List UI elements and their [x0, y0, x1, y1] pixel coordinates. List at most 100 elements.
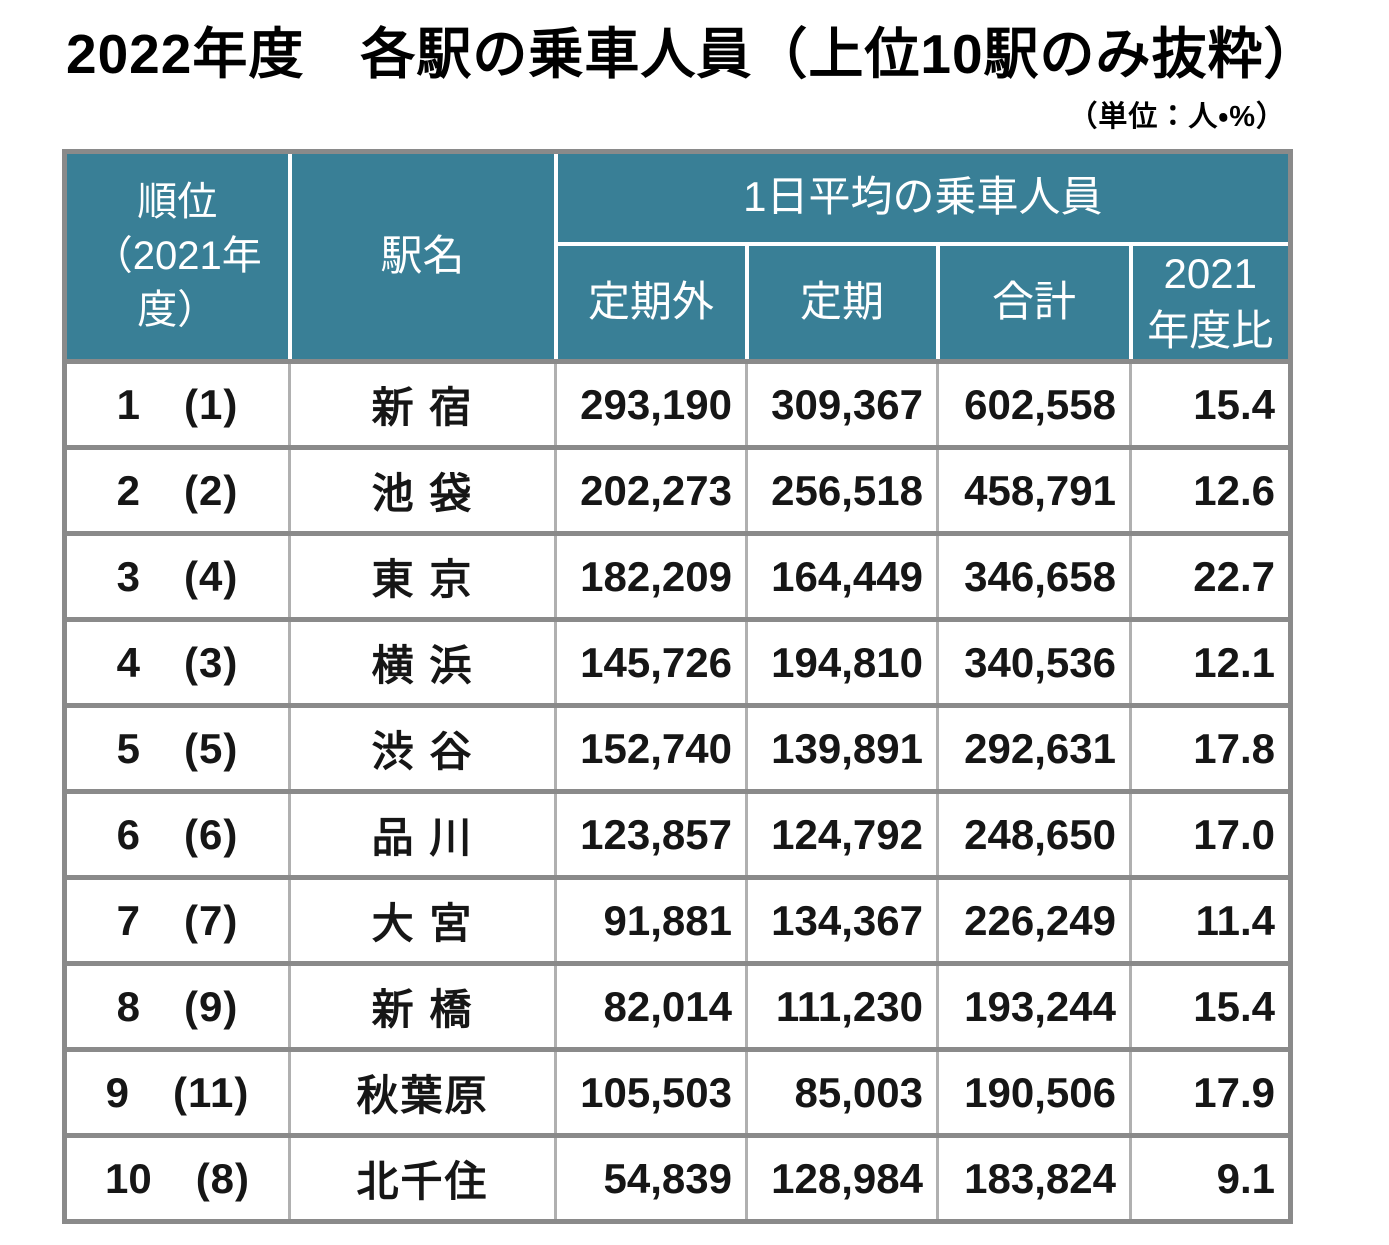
yoy-cell: 11.4: [1128, 875, 1293, 967]
rank-current: 3: [116, 552, 140, 600]
table-row: 2 (2) 池 袋 202,273 256,518 458,791 12.6: [63, 445, 1293, 537]
header-off-peak: 定期外: [553, 242, 749, 364]
commuter-cell: 164,449: [745, 531, 939, 623]
rank-current: 1: [116, 380, 140, 428]
yoy-cell: 15.4: [1128, 359, 1293, 451]
rank-current: 6: [116, 810, 140, 858]
station-cell: 秋葉原: [288, 1047, 557, 1139]
rank-cell: 8 (9): [63, 961, 291, 1053]
rank-cell: 7 (7): [63, 875, 291, 967]
station-cell: 東 京: [288, 531, 557, 623]
table-row: 6 (6) 品 川 123,857 124,792 248,650 17.0: [63, 789, 1293, 881]
station-cell: 北千住: [288, 1133, 557, 1225]
table-row: 4 (3) 横 浜 145,726 194,810 340,536 12.1: [63, 617, 1293, 709]
rank-cell: 10 (8): [63, 1133, 291, 1225]
rank-cell: 6 (6): [63, 789, 291, 881]
rank-cell: 1 (1): [63, 359, 291, 451]
header-station: 駅名: [287, 149, 558, 364]
station-cell: 渋 谷: [288, 703, 557, 795]
off-peak-cell: 202,273: [554, 445, 748, 537]
commuter-cell: 309,367: [745, 359, 939, 451]
table-row: 10 (8) 北千住 54,839 128,984 183,824 9.1: [63, 1133, 1293, 1225]
total-cell: 340,536: [936, 617, 1132, 709]
yoy-cell: 17.0: [1128, 789, 1293, 881]
header-group-daily-average: 1日平均の乗車人員: [553, 149, 1293, 246]
total-cell: 183,824: [936, 1133, 1132, 1225]
yoy-cell: 22.7: [1128, 531, 1293, 623]
station-cell: 横 浜: [288, 617, 557, 709]
station-cell: 池 袋: [288, 445, 557, 537]
rank-current: 7: [116, 896, 140, 944]
station-cell: 新 橋: [288, 961, 557, 1053]
station-cell: 新 宿: [288, 359, 557, 451]
table-row: 8 (9) 新 橋 82,014 111,230 193,244 15.4: [63, 961, 1293, 1053]
table-body: 1 (1) 新 宿 293,190 309,367 602,558 15.4 2 (…: [63, 359, 1293, 1225]
total-cell: 248,650: [936, 789, 1132, 881]
header-yoy: 2021 年度比: [1128, 242, 1293, 364]
yoy-cell: 9.1: [1128, 1133, 1293, 1225]
rank-current: 4: [116, 638, 140, 686]
rank-current: 9: [105, 1068, 129, 1116]
header-row-sub: 定期外 定期 合計 2021 年度比: [65, 242, 1293, 364]
off-peak-cell: 82,014: [554, 961, 748, 1053]
rank-previous: (8): [195, 1154, 251, 1202]
total-cell: 190,506: [936, 1047, 1132, 1139]
commuter-cell: 256,518: [745, 445, 939, 537]
off-peak-cell: 145,726: [554, 617, 748, 709]
table-row: 3 (4) 東 京 182,209 164,449 346,658 22.7: [63, 531, 1293, 623]
rank-previous: (3): [184, 638, 239, 686]
rank-current: 5: [116, 724, 140, 772]
document-body: 2022年度 各駅の乗車人員（上位10駅のみ抜粋） （単位：人・%） 順位 （2…: [62, 23, 1320, 1225]
station-cell: 大 宮: [288, 875, 557, 967]
off-peak-cell: 91,881: [554, 875, 748, 967]
rank-current: 10: [104, 1154, 152, 1202]
yoy-cell: 15.4: [1128, 961, 1293, 1053]
unit-note: （単位：人・%）: [1068, 100, 1286, 133]
yoy-cell: 12.1: [1128, 617, 1293, 709]
yoy-cell: 17.8: [1128, 703, 1293, 795]
rank-previous: (7): [184, 896, 239, 944]
total-cell: 292,631: [936, 703, 1132, 795]
rank-cell: 5 (5): [63, 703, 291, 795]
rank-current: 8: [116, 982, 140, 1030]
rank-previous: (9): [184, 982, 239, 1030]
rank-cell: 3 (4): [63, 531, 291, 623]
off-peak-cell: 105,503: [554, 1047, 748, 1139]
rank-previous: (1): [184, 380, 239, 428]
table-row: 1 (1) 新 宿 293,190 309,367 602,558 15.4: [63, 359, 1293, 451]
commuter-cell: 128,984: [745, 1133, 939, 1225]
commuter-cell: 194,810: [745, 617, 939, 709]
rank-previous: (6): [184, 810, 239, 858]
header-rank: 順位 （2021年度）: [62, 149, 292, 364]
header-commuter: 定期: [744, 242, 940, 364]
table-row: 5 (5) 渋 谷 152,740 139,891 292,631 17.8: [63, 703, 1293, 795]
off-peak-cell: 152,740: [554, 703, 748, 795]
rank-previous: (4): [184, 552, 239, 600]
table-row: 9 (11) 秋葉原 105,503 85,003 190,506 17.9: [63, 1047, 1293, 1139]
table-row: 7 (7) 大 宮 91,881 134,367 226,249 11.4: [63, 875, 1293, 967]
rank-cell: 9 (11): [63, 1047, 291, 1139]
ridership-table: 順位 （2021年度） 駅名 1日平均の乗車人員 定期外 定期 合計 2021 …: [62, 148, 1294, 1225]
total-cell: 602,558: [936, 359, 1132, 451]
header-total: 合計: [935, 242, 1133, 364]
page-title: 2022年度 各駅の乗車人員（上位10駅のみ抜粋）: [66, 23, 1320, 85]
off-peak-cell: 293,190: [554, 359, 748, 451]
total-cell: 346,658: [936, 531, 1132, 623]
total-cell: 458,791: [936, 445, 1132, 537]
off-peak-cell: 54,839: [554, 1133, 748, 1225]
commuter-cell: 134,367: [745, 875, 939, 967]
rank-previous: (5): [184, 724, 239, 772]
yoy-cell: 12.6: [1128, 445, 1293, 537]
rank-previous: (11): [172, 1068, 250, 1116]
rank-previous: (2): [184, 466, 239, 514]
header-row-top: 順位 （2021年度） 駅名 1日平均の乗車人員: [62, 149, 1293, 364]
total-cell: 193,244: [936, 961, 1132, 1053]
off-peak-cell: 123,857: [554, 789, 748, 881]
commuter-cell: 111,230: [745, 961, 939, 1053]
commuter-cell: 139,891: [745, 703, 939, 795]
station-cell: 品 川: [288, 789, 557, 881]
rank-cell: 4 (3): [63, 617, 291, 709]
total-cell: 226,249: [936, 875, 1132, 967]
document-page: 2022年度 各駅の乗車人員（上位10駅のみ抜粋） （単位：人・%） 順位 （2…: [0, 24, 1389, 1245]
commuter-cell: 124,792: [745, 789, 939, 881]
